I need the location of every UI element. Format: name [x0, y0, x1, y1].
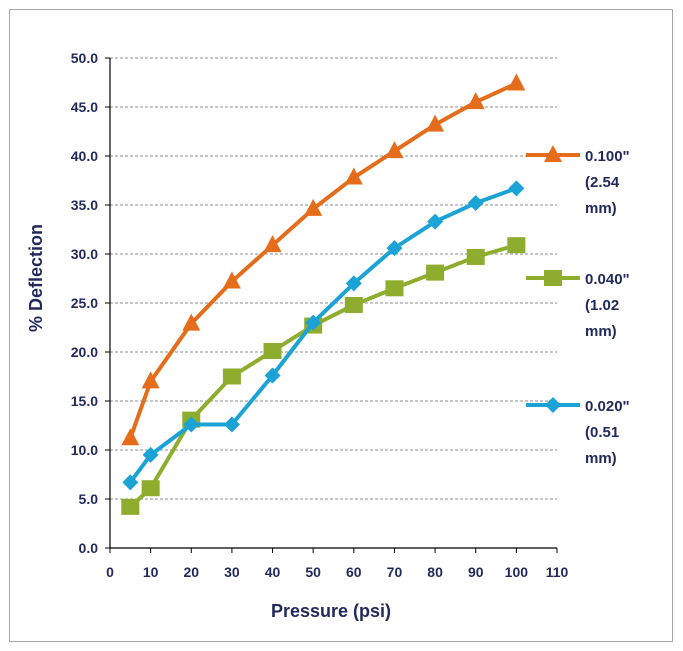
data-point-s040 [121, 498, 140, 515]
series-line-s040 [128, 243, 517, 509]
x-tick-label: 80 [427, 564, 443, 580]
legend-label: mm) [585, 450, 617, 467]
y-tick-label: 50.0 [71, 50, 98, 66]
y-tick-label: 30.0 [71, 246, 98, 262]
data-point-s100 [263, 235, 282, 253]
legend-item-s020: 0.020" (0.51 mm) [526, 397, 630, 467]
data-point-s020 [467, 195, 484, 212]
data-point-s100 [466, 92, 485, 110]
data-point-s100 [222, 271, 241, 289]
data-point-s020 [142, 446, 159, 463]
x-tick-label: 70 [387, 564, 403, 580]
data-point-s100 [426, 114, 445, 132]
data-point-s020 [386, 240, 403, 257]
data-point-s040 [466, 248, 485, 265]
x-tick-label: 20 [183, 564, 199, 580]
data-point-s100 [507, 73, 526, 91]
x-tick-label: 110 [546, 564, 569, 580]
legend-label: (2.54 [585, 174, 620, 191]
data-point-s020 [122, 474, 139, 491]
series-group [121, 73, 526, 515]
y-tick-label: 10.0 [71, 442, 98, 458]
data-point-s040 [141, 480, 160, 497]
legend-label: (0.51 [585, 424, 619, 441]
data-point-s040 [507, 237, 526, 254]
legend-label: mm) [585, 200, 617, 217]
legend-marker-s020 [545, 397, 561, 413]
data-point-s020 [264, 367, 281, 384]
x-tick-label: 60 [346, 564, 362, 580]
data-point-s020 [345, 275, 362, 292]
x-tick-labels: 0 10 20 30 40 50 60 70 80 90 100 110 [106, 564, 568, 580]
data-point-s100 [141, 371, 160, 389]
y-tick-label: 35.0 [71, 197, 98, 213]
y-tick-label: 5.0 [79, 491, 99, 507]
data-point-s100 [182, 313, 201, 331]
chart-frame [9, 9, 673, 642]
series-s020 [122, 180, 525, 491]
series-line-s020 [128, 186, 518, 484]
x-tick-label: 40 [265, 564, 281, 580]
x-tick-label: 90 [468, 564, 484, 580]
x-tick-label: 10 [143, 564, 159, 580]
legend-marker-s100 [544, 145, 562, 162]
data-point-s100 [385, 141, 404, 159]
x-tick-label: 50 [305, 564, 321, 580]
data-point-s100 [344, 167, 363, 185]
axes [105, 57, 558, 553]
series-s100 [121, 73, 526, 446]
data-point-s020 [427, 213, 444, 230]
data-point-s040 [344, 296, 363, 313]
y-tick-label: 40.0 [71, 148, 98, 164]
legend-label: 0.020" [585, 398, 630, 415]
series-line-s100 [128, 81, 518, 439]
legend-marker-s040 [544, 270, 562, 286]
x-tick-label: 100 [505, 564, 529, 580]
x-axis-title: Pressure (psi) [271, 601, 391, 621]
data-point-s020 [508, 180, 525, 197]
legend-label: 0.100" [585, 148, 630, 165]
y-tick-label: 45.0 [71, 99, 98, 115]
data-point-s020 [305, 314, 322, 331]
legend-label: mm) [585, 323, 617, 340]
data-point-s040 [263, 343, 282, 360]
data-point-s040 [426, 264, 445, 281]
data-point-s040 [222, 368, 241, 385]
data-point-s020 [223, 416, 240, 433]
series-s040 [121, 237, 526, 515]
y-tick-label: 0.0 [79, 540, 99, 556]
data-point-s040 [385, 280, 404, 297]
legend-label: 0.040" [585, 271, 630, 288]
y-tick-label: 20.0 [71, 344, 98, 360]
y-tick-label: 15.0 [71, 393, 98, 409]
legend-label: (1.02 [585, 297, 619, 314]
x-tick-label: 0 [106, 564, 114, 580]
y-tick-label: 25.0 [71, 295, 98, 311]
x-tick-label: 30 [224, 564, 240, 580]
legend-item-s100: 0.100" (2.54 mm) [526, 145, 630, 217]
y-axis-title: % Deflection [26, 224, 46, 332]
legend: 0.100" (2.54 mm) 0.040" (1.02 mm) 0.020" (0.51 m… [526, 145, 630, 467]
data-point-s020 [183, 416, 200, 433]
y-tick-labels: 0.0 5.0 10.0 15.0 20.0 25.0 30.0 35.0 40.0 45.0 50… [71, 50, 98, 556]
data-point-s100 [304, 198, 323, 216]
data-point-s100 [121, 428, 140, 446]
legend-item-s040: 0.040" (1.02 mm) [526, 270, 630, 340]
